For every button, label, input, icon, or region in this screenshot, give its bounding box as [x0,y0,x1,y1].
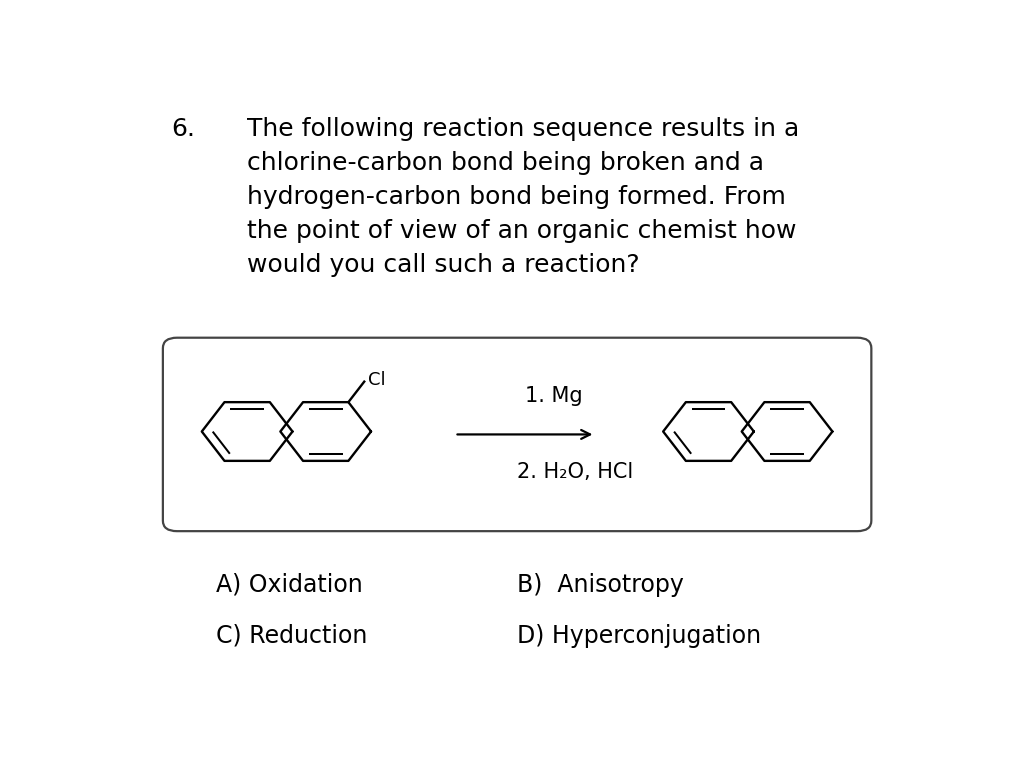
Text: B)  Anisotropy: B) Anisotropy [517,573,684,597]
Text: D) Hyperconjugation: D) Hyperconjugation [517,624,761,647]
Text: chlorine-carbon bond being broken and a: chlorine-carbon bond being broken and a [247,151,765,175]
Text: would you call such a reaction?: would you call such a reaction? [247,253,640,277]
Text: 1. Mg: 1. Mg [525,386,582,406]
Text: Cl: Cl [368,371,385,389]
FancyBboxPatch shape [162,338,872,531]
Text: 2. H₂O, HCl: 2. H₂O, HCl [517,462,634,483]
Text: the point of view of an organic chemist how: the point of view of an organic chemist … [247,219,797,243]
Text: 6.: 6. [172,118,196,141]
Text: The following reaction sequence results in a: The following reaction sequence results … [247,118,799,141]
Text: A) Oxidation: A) Oxidation [216,573,363,597]
Text: C) Reduction: C) Reduction [216,624,367,647]
Text: hydrogen-carbon bond being formed. From: hydrogen-carbon bond being formed. From [247,185,786,209]
